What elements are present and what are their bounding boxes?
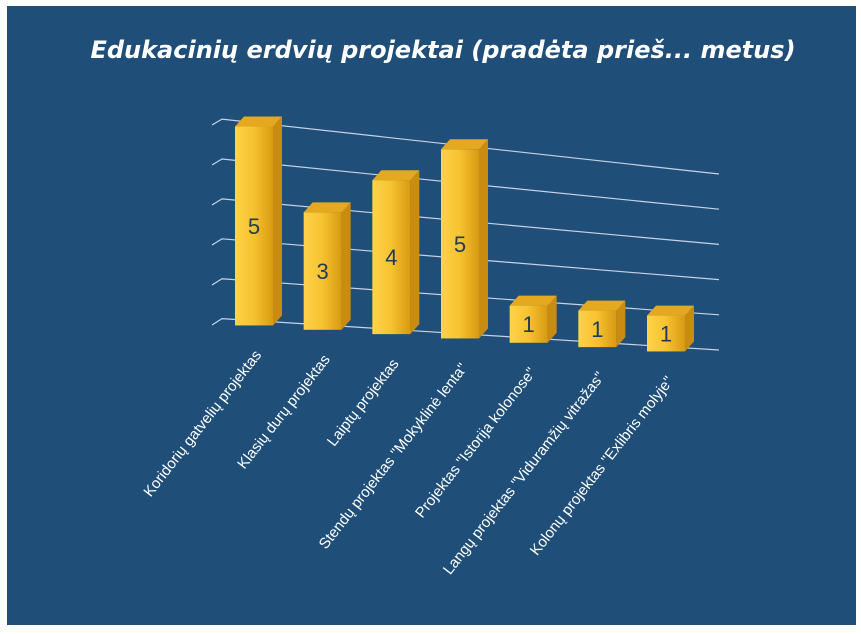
category-label: Laiptų projektas: [324, 356, 403, 450]
bar: [303, 212, 342, 330]
bar: [509, 305, 548, 343]
bar: [372, 180, 411, 335]
bars: 5 3 4 5 1 1 1: [235, 116, 694, 352]
bar: [647, 315, 685, 352]
bar-side: [273, 116, 282, 326]
gridlines: [211, 118, 720, 351]
bar-top: [235, 116, 282, 127]
data-label: 1: [523, 312, 535, 337]
bar-side: [547, 295, 557, 343]
category-label: Projektas "Istorija kolonose": [412, 364, 540, 521]
data-label: 5: [248, 214, 260, 239]
gridline: [211, 318, 720, 351]
data-label: 1: [591, 317, 603, 342]
bar-side: [341, 202, 351, 330]
bar: [578, 310, 617, 348]
bar-side: [685, 305, 694, 352]
category-label: Langų projektas "Viduramžių vitražas": [440, 369, 609, 578]
category-label: Kolonų projektas "Exlibris molyje": [527, 373, 677, 559]
category-label: Stendų projektas "Mokyklinė lenta": [316, 360, 471, 552]
bar-top: [441, 139, 488, 150]
gridline: [211, 238, 720, 281]
bar: [235, 126, 273, 326]
bar-side: [616, 300, 626, 348]
bar: [441, 149, 479, 339]
bar-top: [647, 305, 694, 316]
bar-top: [303, 202, 351, 213]
bar-top: [372, 170, 420, 181]
gridline: [211, 118, 720, 175]
category-label: Koridorių gatvelių projektas: [140, 347, 265, 500]
gridline: [211, 158, 720, 210]
chart-area: Edukacinių erdvių projektai (pradėta pri…: [7, 6, 856, 625]
data-label: 5: [454, 232, 466, 257]
bar-side: [410, 170, 420, 335]
data-label: 1: [660, 322, 672, 347]
bar-top: [578, 300, 626, 311]
data-label: 4: [385, 245, 397, 270]
data-label: 3: [317, 259, 329, 284]
chart-title: Edukacinių erdvių projektai (pradėta pri…: [90, 36, 795, 64]
gridline: [211, 198, 720, 245]
bar-chart: Edukacinių erdvių projektai (pradėta pri…: [90, 36, 795, 578]
bar-side: [479, 139, 488, 339]
bar-top: [509, 295, 557, 306]
